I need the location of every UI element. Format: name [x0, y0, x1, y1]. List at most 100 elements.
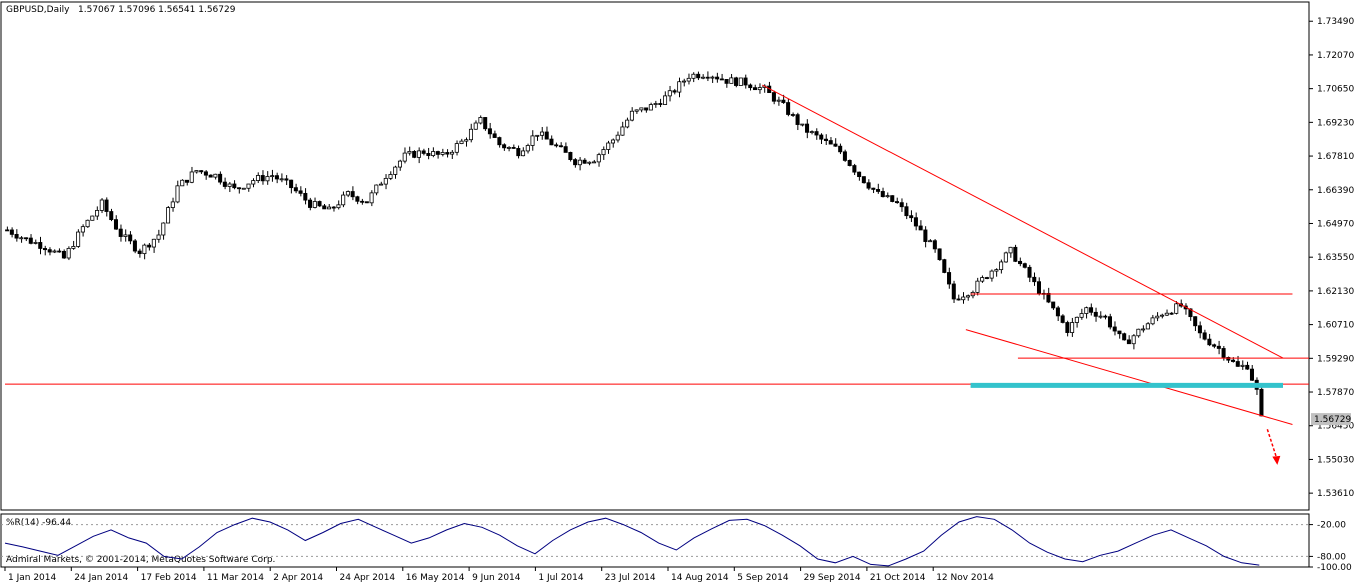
candle-body	[625, 119, 630, 128]
candle-body	[1060, 315, 1065, 323]
candle-body	[379, 183, 384, 186]
candle-body	[615, 134, 620, 141]
y-tick-label: 1.60710	[1317, 321, 1354, 331]
candle-body	[1188, 308, 1193, 318]
candle-body	[1027, 266, 1032, 278]
candle-body	[76, 231, 81, 247]
candle-body	[1065, 322, 1070, 333]
candle-body	[246, 183, 251, 189]
candle-body	[113, 219, 119, 230]
candle-body	[876, 189, 881, 192]
candle-body	[677, 81, 682, 93]
candle-body	[1046, 292, 1051, 303]
candle-body	[705, 76, 710, 79]
y-tick-label: 1.53610	[1317, 489, 1354, 499]
candle-body	[1231, 359, 1236, 362]
forecast-arrow-shaft	[1266, 429, 1279, 461]
y-tick-label: 1.69230	[1317, 118, 1354, 128]
candle-body	[298, 190, 303, 194]
candle-body	[563, 146, 568, 153]
x-tick-label: 1 Jul 2014	[538, 573, 583, 583]
candle-body	[539, 131, 544, 136]
y-tick-label: 1.67810	[1317, 152, 1354, 162]
candle-body	[757, 87, 762, 91]
candle-body	[464, 139, 469, 142]
candle-body	[203, 171, 208, 176]
candle-body	[1221, 348, 1226, 358]
candle-body	[653, 103, 658, 105]
candle-body	[610, 139, 615, 144]
candle-body	[1103, 315, 1108, 318]
current-price-badge	[1311, 413, 1351, 426]
candle-body	[289, 179, 294, 189]
x-tick-label: 2 Apr 2014	[273, 573, 323, 583]
candle-body	[90, 215, 95, 221]
candle-body	[255, 175, 261, 181]
x-tick-label: 24 Apr 2014	[340, 573, 396, 583]
candle-body	[47, 249, 52, 253]
candle-body	[95, 210, 100, 217]
candle-body	[123, 234, 128, 237]
candle-body	[104, 199, 109, 212]
candle-body	[416, 150, 421, 158]
candle-body	[601, 149, 606, 156]
candle-body	[1032, 276, 1037, 283]
candle-body	[1155, 315, 1160, 319]
candle-body	[947, 272, 952, 285]
candle-body	[42, 248, 47, 251]
x-tick-label: 1 Jan 2014	[8, 573, 56, 583]
candle-body	[312, 201, 317, 208]
candle-body	[142, 244, 147, 255]
candle-body	[360, 200, 365, 203]
candle-body	[237, 187, 242, 190]
y-tick-label: 1.57870	[1317, 388, 1354, 398]
candle-body	[450, 151, 455, 155]
candle-body	[128, 234, 133, 242]
x-tick-label: 29 Sep 2014	[804, 573, 861, 583]
candle-body	[786, 102, 791, 115]
candle-body	[24, 237, 29, 240]
candle-body	[397, 160, 403, 168]
candle-body	[620, 126, 625, 136]
candle-body	[1107, 316, 1113, 328]
chart-symbol: GBPUSD,Daily	[6, 5, 70, 15]
candle-body	[961, 296, 966, 301]
candle-body	[28, 237, 33, 244]
candle-body	[923, 229, 928, 242]
candle-body	[431, 151, 436, 156]
y-tick-label: 1.63550	[1317, 253, 1354, 263]
candle-body	[341, 194, 346, 206]
candle-body	[999, 261, 1004, 271]
candle-body	[132, 240, 137, 252]
candle-body	[1202, 332, 1207, 340]
y-tick-label: 1.72070	[1317, 51, 1354, 61]
candle-body	[38, 242, 43, 249]
x-tick-label: 9 Jun 2014	[472, 573, 521, 583]
candle-body	[227, 183, 232, 187]
candle-body	[885, 195, 890, 198]
candle-body	[1079, 313, 1084, 318]
y-tick-label: 1.70650	[1317, 85, 1354, 95]
candle-body	[582, 159, 587, 164]
candle-body	[1259, 388, 1264, 417]
candle-body	[279, 178, 284, 181]
candle-body	[251, 180, 256, 185]
candle-body	[819, 134, 824, 140]
candle-body	[738, 77, 743, 86]
candle-body	[568, 152, 573, 161]
candle-body	[156, 234, 161, 240]
candle-body	[421, 150, 426, 154]
candle-body	[800, 123, 805, 126]
candle-body	[1131, 335, 1136, 345]
candle-body	[899, 202, 904, 208]
candle-body	[696, 73, 701, 79]
candle-body	[468, 128, 474, 141]
indicator-label: %R(14) -96.44	[6, 518, 71, 528]
candle-body	[497, 137, 502, 146]
candle-body	[483, 117, 488, 130]
x-tick-label: 17 Feb 2014	[141, 573, 197, 583]
candle-body	[502, 144, 507, 149]
candle-body	[1145, 323, 1150, 330]
candle-body	[478, 117, 483, 124]
